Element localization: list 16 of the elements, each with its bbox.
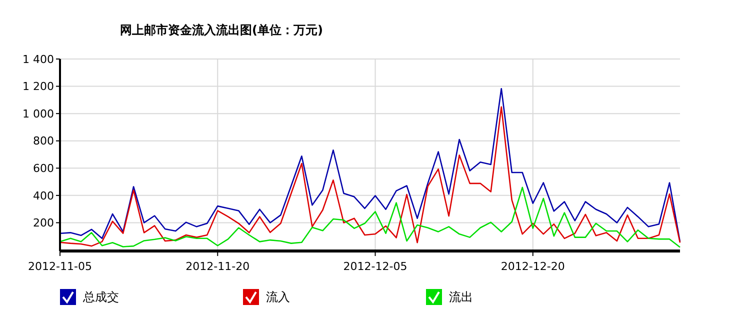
y-tick-label: 600 [33, 162, 54, 175]
line-series [59, 186, 681, 248]
y-tick-label: 1 200 [22, 80, 54, 94]
legend-label: 流出 [449, 290, 473, 304]
y-tick-label: 200 [33, 216, 54, 230]
legend-label: 流入 [266, 290, 290, 304]
x-tick-label: 2012-11-05 [28, 260, 92, 273]
y-tick-label: 800 [33, 134, 54, 148]
y-tick-label: 400 [33, 189, 54, 202]
x-tick-label: 2012-12-05 [343, 260, 408, 273]
y-tick-label: 1 000 [22, 107, 54, 120]
y-tick-label: 1 400 [22, 52, 54, 66]
x-tick-label: 2012-12-20 [500, 260, 565, 273]
x-tick-label: 2012-11-20 [186, 260, 250, 273]
legend-label: 总成交 [82, 290, 119, 304]
chart-title: 网上邮市资金流入流出图(单位：万元) [120, 23, 323, 37]
